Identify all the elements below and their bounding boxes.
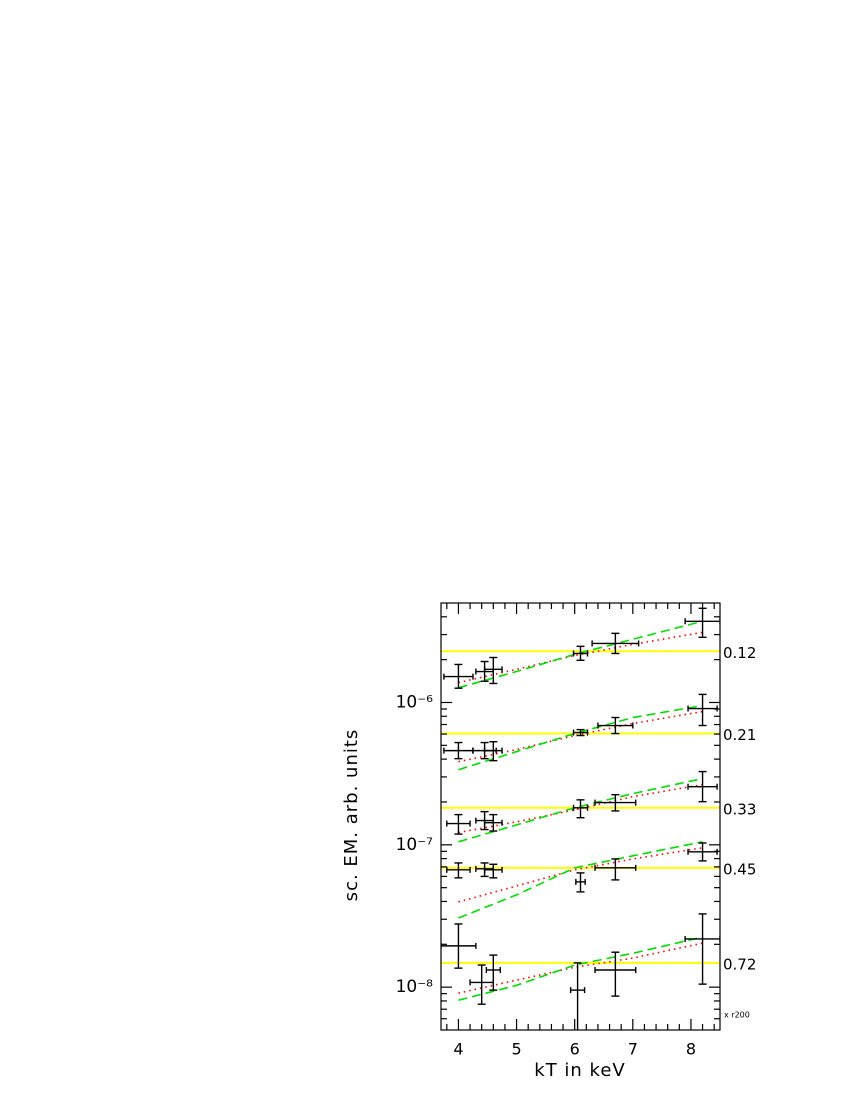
plot-area <box>441 607 720 1030</box>
dashed-model <box>458 936 703 1002</box>
group-label: 0.72 <box>723 955 756 973</box>
plot-frame <box>440 602 721 1031</box>
y-tick-label: 10⁻⁸ <box>396 977 434 997</box>
x-tick-label: 7 <box>628 1040 638 1059</box>
group-label: 0.33 <box>723 800 756 818</box>
y-tick-label: 10⁻⁶ <box>396 692 434 712</box>
dashed-model <box>458 620 703 689</box>
group-label: 0.21 <box>723 726 756 744</box>
dashed-model <box>458 777 703 843</box>
dotted-model <box>458 631 703 684</box>
y-axis-label: sc. EM. arb. units <box>341 729 362 902</box>
x-tick-label: 4 <box>453 1040 463 1059</box>
group-label: 0.45 <box>723 860 756 878</box>
x-tick-label: 6 <box>570 1040 580 1059</box>
dotted-model <box>458 710 703 763</box>
dashed-model <box>458 841 703 919</box>
annotation: x r200 <box>724 1011 750 1020</box>
dotted-model <box>458 783 703 834</box>
x-axis-label: kT in keV <box>534 1060 625 1081</box>
x-tick-label: 5 <box>511 1040 521 1059</box>
dotted-model <box>458 942 703 994</box>
x-tick-label: 8 <box>686 1040 696 1059</box>
y-tick-label: 10⁻⁷ <box>396 835 434 855</box>
group-label: 0.12 <box>723 644 756 662</box>
